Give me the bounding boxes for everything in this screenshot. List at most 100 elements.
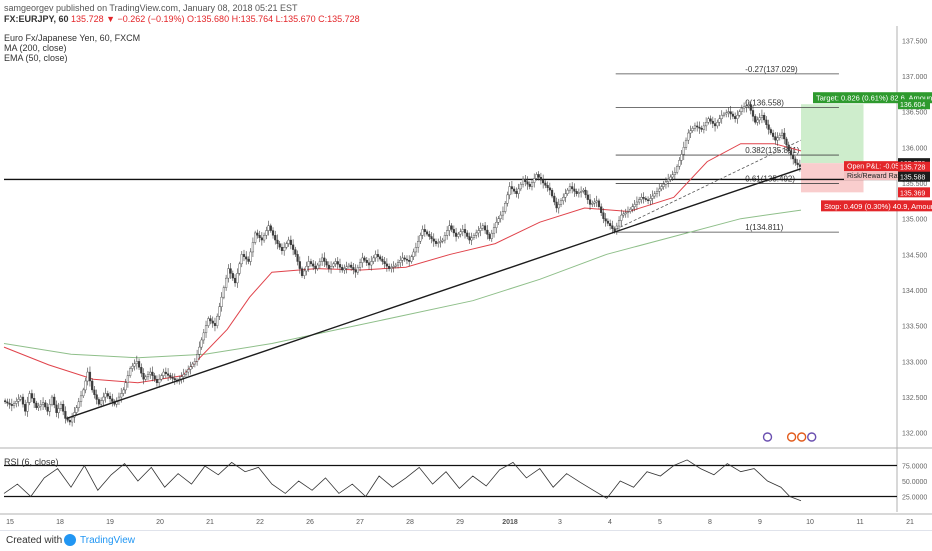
candle-body bbox=[789, 150, 793, 156]
candle-body bbox=[345, 266, 348, 269]
candle-body bbox=[577, 192, 580, 194]
candle-body bbox=[441, 239, 444, 242]
candle-body bbox=[247, 258, 250, 262]
candle-body bbox=[142, 373, 145, 380]
candle-body bbox=[274, 235, 277, 241]
candle-body bbox=[169, 375, 172, 378]
candle-body bbox=[613, 228, 616, 232]
time-tick-label: 18 bbox=[56, 519, 64, 526]
candle-body bbox=[669, 176, 672, 180]
candle-body bbox=[419, 235, 422, 242]
candle-body bbox=[182, 374, 185, 377]
candle-body bbox=[658, 188, 661, 192]
candle-body bbox=[609, 223, 612, 226]
candle-body bbox=[756, 119, 759, 123]
rsi-level-label: 50.0000 bbox=[902, 479, 927, 486]
candle-body bbox=[771, 132, 775, 137]
candle-body bbox=[678, 160, 681, 167]
candle-body bbox=[296, 254, 299, 262]
candle-body bbox=[10, 404, 13, 406]
candle-body bbox=[506, 194, 509, 204]
candle-body bbox=[46, 406, 49, 412]
candle-body bbox=[575, 191, 578, 194]
candle-body bbox=[343, 268, 346, 271]
candle-body bbox=[796, 162, 799, 165]
price-tag bbox=[898, 161, 930, 172]
candle-body bbox=[673, 172, 676, 175]
candle-body bbox=[635, 201, 639, 205]
rsi-level-label: 75.0000 bbox=[902, 464, 927, 471]
candle-body bbox=[350, 264, 353, 268]
candle-body bbox=[734, 116, 737, 119]
price-tag bbox=[898, 99, 930, 110]
candle-body bbox=[155, 379, 159, 383]
candle-body bbox=[508, 186, 511, 196]
candle-body bbox=[53, 396, 56, 406]
candle-body bbox=[341, 266, 344, 271]
candle-body bbox=[26, 402, 29, 412]
candle-body bbox=[725, 112, 728, 115]
candle-body bbox=[379, 256, 382, 260]
time-tick-label: 28 bbox=[406, 519, 414, 526]
candle-body bbox=[82, 389, 85, 397]
candle-body bbox=[423, 229, 426, 232]
candle-body bbox=[707, 118, 710, 123]
candle-body bbox=[535, 174, 538, 179]
candle-body bbox=[664, 181, 668, 185]
candle-body bbox=[450, 225, 453, 230]
candle-body bbox=[631, 206, 634, 210]
time-tick-label: 21 bbox=[906, 519, 914, 526]
candle-body bbox=[294, 249, 297, 255]
candle-body bbox=[137, 361, 141, 368]
candle-body bbox=[8, 402, 11, 405]
open-pl-box bbox=[844, 161, 927, 172]
candle-body bbox=[256, 232, 259, 236]
candle-body bbox=[160, 375, 163, 380]
candle-body bbox=[671, 174, 674, 178]
symbol-label: FX:EURJPY, 60 bbox=[4, 14, 69, 24]
open-pl-text: Open P&L: -0.050, Qty: 611 bbox=[847, 164, 932, 171]
candle-body bbox=[682, 147, 685, 155]
candle-body bbox=[553, 195, 556, 203]
candle-body bbox=[204, 325, 208, 334]
candle-body bbox=[19, 396, 22, 400]
price-tick-label: 135.500 bbox=[902, 181, 927, 188]
candle-body bbox=[68, 420, 71, 423]
candle-body bbox=[240, 254, 243, 265]
candle-body bbox=[394, 264, 397, 267]
candle-body bbox=[504, 203, 507, 212]
ma-indicator-label[interactable]: MA (200, close) bbox=[4, 43, 67, 53]
candle-body bbox=[689, 130, 692, 134]
ohlc-values: 135.728 ▼ −0.262 (−0.19%) O:135.680 H:13… bbox=[71, 14, 360, 24]
candle-body bbox=[617, 220, 621, 227]
tradingview-brand[interactable]: TradingView bbox=[80, 535, 136, 546]
footer: Created with TradingView bbox=[0, 530, 932, 551]
candle-body bbox=[300, 268, 304, 276]
candle-body bbox=[227, 268, 230, 279]
candle-body bbox=[751, 110, 755, 117]
time-tick-label: 3 bbox=[558, 519, 562, 526]
time-tick-label: 20 bbox=[156, 519, 164, 526]
candle-body bbox=[88, 371, 92, 382]
rsi-label[interactable]: RSI (6, close) bbox=[4, 457, 59, 467]
candle-body bbox=[334, 261, 337, 265]
candle-body bbox=[17, 398, 20, 402]
candle-body bbox=[211, 320, 214, 324]
candle-body bbox=[401, 257, 404, 261]
candle-body bbox=[414, 247, 417, 253]
risk-reward-box bbox=[844, 171, 927, 181]
candle-body bbox=[769, 129, 772, 134]
candle-body bbox=[702, 125, 705, 130]
price-tick-label: 134.000 bbox=[902, 288, 927, 295]
candle-body bbox=[568, 186, 572, 191]
candle-body bbox=[417, 241, 420, 248]
candle-body bbox=[303, 270, 306, 276]
ema-indicator-label[interactable]: EMA (50, close) bbox=[4, 53, 68, 63]
candle-body bbox=[209, 318, 212, 322]
rsi-level-label: 25.0000 bbox=[902, 495, 927, 502]
time-tick-label: 9 bbox=[758, 519, 762, 526]
candle-body bbox=[437, 242, 440, 244]
candle-body bbox=[573, 188, 576, 192]
candle-body bbox=[50, 396, 54, 405]
